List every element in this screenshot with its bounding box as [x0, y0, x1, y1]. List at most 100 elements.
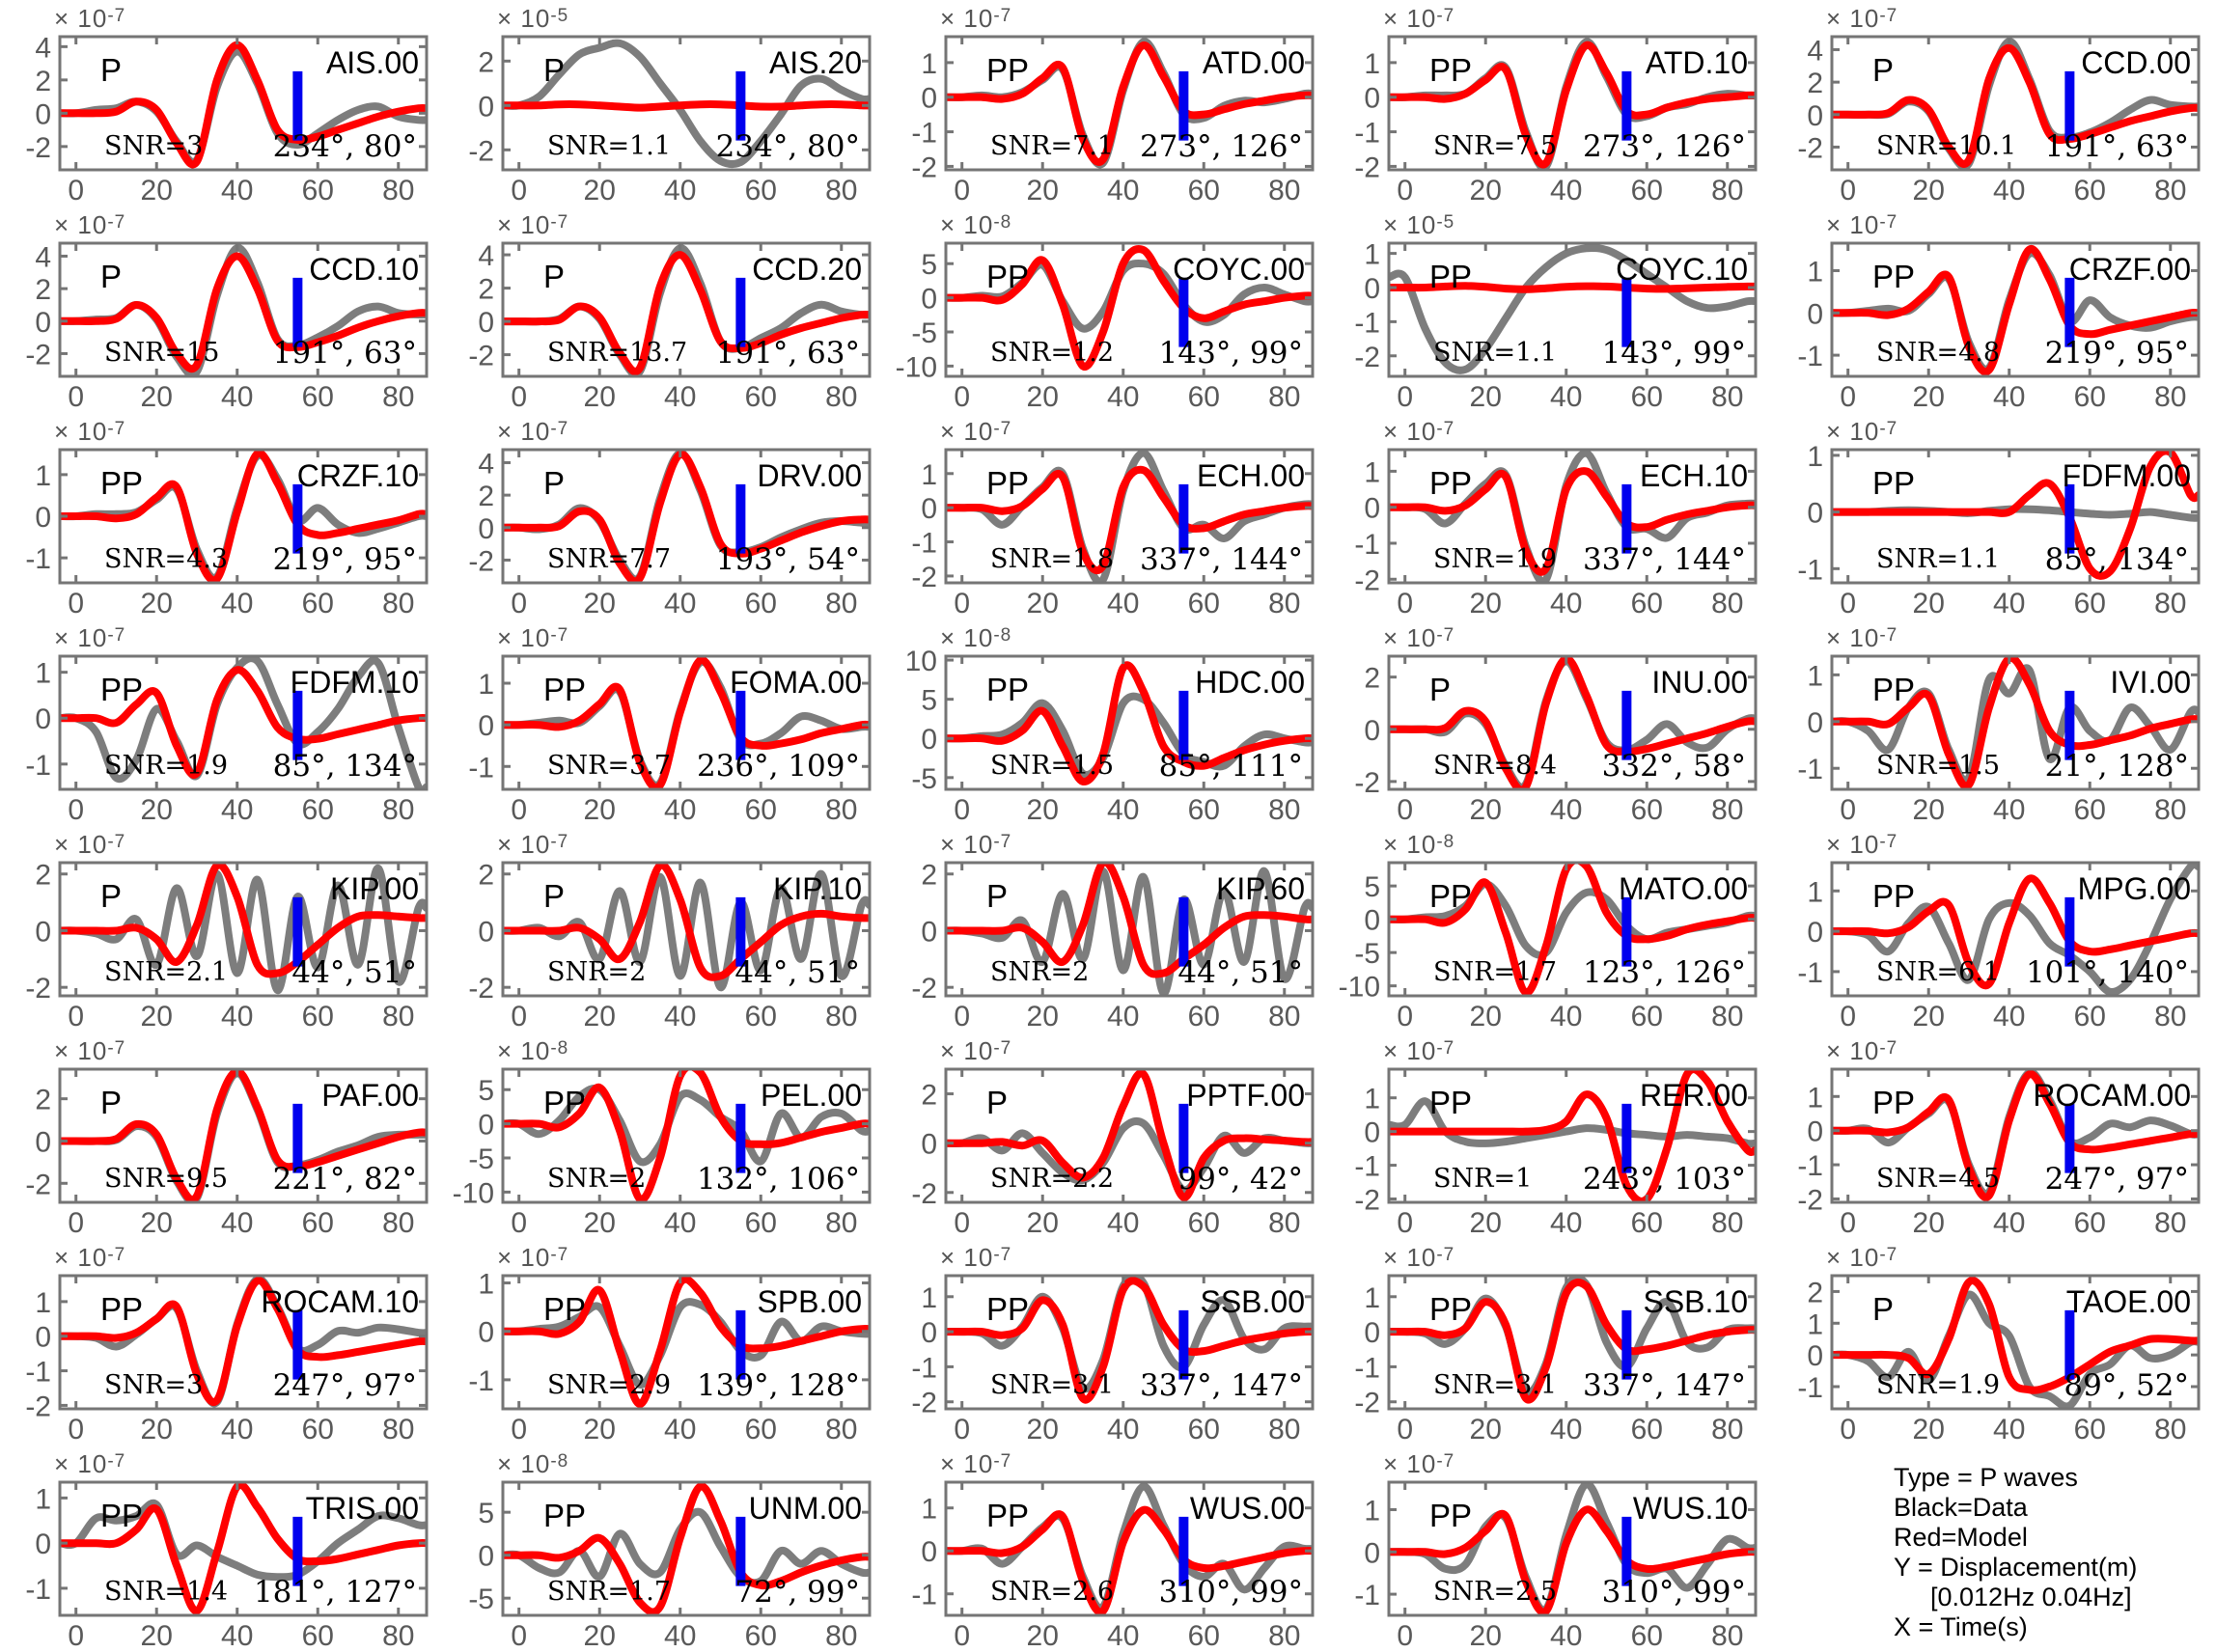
angles-label: 219°, 95°	[2045, 336, 2189, 371]
snr-label: SNR=1.9	[1433, 544, 1557, 574]
x-tick-label: 20	[141, 175, 173, 206]
subplot-DRV.00: × 10-7 0 20 40 60 80 4 2 0 -2 P DRV.00 SNR=7.7 193°,…	[443, 413, 886, 620]
y-tick-label: 5	[478, 1498, 494, 1529]
x-tick-label: 80	[825, 175, 857, 206]
y-tick-label: 0	[1807, 917, 1823, 949]
snr-label: SNR=7.5	[1433, 131, 1557, 161]
x-tick-label: 40	[1107, 1207, 1139, 1239]
angles-label: 143°, 99°	[1602, 336, 1746, 371]
x-tick-label: 80	[825, 794, 857, 826]
y-tick-label: -1	[1797, 341, 1823, 372]
y-tick-label: 1	[921, 1282, 937, 1314]
x-tick-label: 20	[1470, 1620, 1502, 1652]
snr-label: SNR=9.5	[104, 1164, 228, 1194]
data-trace	[1389, 244, 1756, 374]
x-tick-label: 40	[1550, 1207, 1582, 1239]
x-tick-label: 20	[584, 794, 616, 826]
phase-label: PP	[1429, 1085, 1472, 1120]
phase-label: PP	[1872, 672, 1915, 707]
station-label: SSB.10	[1643, 1284, 1748, 1319]
phase-label: PP	[1872, 1085, 1915, 1120]
snr-label: SNR=1.1	[547, 131, 671, 161]
x-tick-label: 20	[584, 588, 616, 620]
axis-box	[501, 241, 872, 378]
x-tick-label: 0	[511, 1414, 527, 1446]
y-tick-label: 0	[1364, 83, 1380, 115]
x-tick-label: 20	[1913, 1414, 1945, 1446]
y-tick-label: -1	[1797, 554, 1823, 586]
x-tick-label: 80	[825, 588, 857, 620]
y-tick-label: 1	[1364, 239, 1380, 271]
x-tick-label: 80	[2154, 381, 2186, 413]
axis-box	[1830, 448, 2201, 585]
y-tick-label: 0	[478, 1541, 494, 1573]
phase-label: P	[543, 52, 565, 88]
snr-label: SNR=2.1	[104, 957, 228, 987]
x-tick-label: 80	[2154, 588, 2186, 620]
subplot-ATD.10: × 10-7 0 20 40 60 80 1 0 -1 -2 PP ATD.10 SNR=7.5 273…	[1329, 0, 1772, 206]
model-trace	[60, 450, 427, 583]
subplot-FOMA.00: × 10-7 0 20 40 60 80 1 0 -1 PP FOMA.00 SNR=3.7 236°…	[443, 620, 886, 826]
snr-label: SNR=10.1	[1876, 131, 2016, 161]
y-tick-label: 1	[921, 1494, 937, 1526]
subplot-FDFM.10: × 10-7 0 20 40 60 80 1 0 -1 PP FDFM.10 SNR=1.9 85°,…	[0, 620, 443, 826]
y-tick-label: -1	[911, 1352, 937, 1384]
seismogram-canvas: 0 20 40 60 80 1 0 -1 PP IVI.00 SNR=1.5 21°, 128°	[1797, 654, 2201, 826]
angles-label: 85°, 134°	[273, 749, 417, 784]
y-scale-exponent: × 10-8	[497, 1449, 569, 1478]
snr-label: SNR=1.2	[990, 338, 1114, 368]
angles-label: 181°, 127°	[254, 1575, 417, 1610]
data-trace	[503, 869, 870, 992]
y-scale-exponent: × 10-8	[940, 210, 1012, 239]
y-tick-label: 0	[1807, 298, 1823, 330]
y-tick-label: -2	[911, 1388, 937, 1419]
angles-label: 310°, 99°	[1602, 1575, 1746, 1610]
y-scale-exponent: × 10-7	[1383, 1449, 1455, 1478]
subplot-PPTF.00: × 10-7 0 20 40 60 80 2 0 -2 P PPTF.00 SNR=2.2 99°, …	[886, 1032, 1329, 1239]
x-tick-label: 20	[1027, 381, 1059, 413]
y-tick-label: -2	[1354, 151, 1380, 183]
seismogram-canvas: 0 20 40 60 80 1 0 -1-2 PP ECH.10 SNR=1.9 337°, 144°	[1354, 448, 1758, 620]
y-scale-exponent: × 10-7	[54, 210, 126, 239]
x-tick-label: 20	[584, 1620, 616, 1652]
snr-label: SNR=7.7	[547, 544, 671, 574]
x-tick-label: 0	[511, 1207, 527, 1239]
x-tick-label: 60	[745, 588, 777, 620]
legend-line-x-axis: X = Time(s)	[1894, 1612, 2028, 1641]
axis-box	[501, 448, 872, 585]
x-tick-label: 40	[1993, 1414, 2025, 1446]
phase-label: P	[100, 52, 122, 88]
seismogram-canvas: 0 20 40 60 80 10 5 0 -5 PP HDC.00 SNR=1.5 85°, 111°	[905, 646, 1315, 826]
y-tick-label: -1	[1797, 1150, 1823, 1182]
x-tick-label: 40	[1107, 588, 1139, 620]
x-tick-label: 80	[1711, 794, 1743, 826]
x-tick-label: 0	[68, 381, 84, 413]
y-tick-label: 0	[35, 1322, 51, 1354]
x-tick-label: 40	[1550, 588, 1582, 620]
model-trace	[1832, 1277, 2199, 1394]
x-tick-label: 0	[954, 1207, 970, 1239]
snr-label: SNR=4.5	[1876, 1164, 2000, 1194]
snr-label: SNR=2	[547, 1164, 646, 1194]
station-label: TAOE.00	[2066, 1284, 2191, 1319]
axis-box	[1387, 1067, 1758, 1204]
subplot-ECH.10: × 10-7 0 20 40 60 80 1 0 -1 -2 PP ECH.10 SNR=1.9 337…	[1329, 413, 1772, 620]
y-tick-label: -1	[25, 1574, 51, 1606]
x-tick-label: 20	[1470, 1207, 1502, 1239]
phase-label: PP	[1429, 52, 1472, 88]
phase-label: PP	[100, 465, 143, 501]
snr-label: SNR=1.9	[104, 751, 228, 781]
data-trace	[1389, 1482, 1756, 1614]
x-tick-label: 80	[382, 1207, 414, 1239]
x-tick-label: 60	[1631, 588, 1663, 620]
y-tick-label: -2	[25, 1390, 51, 1422]
y-scale-exponent: × 10-7	[54, 623, 126, 652]
model-trace	[946, 1277, 1313, 1404]
y-tick-label: 1	[1364, 1282, 1380, 1314]
snr-label: SNR=2.2	[990, 1164, 1114, 1194]
y-tick-label: 0	[478, 307, 494, 339]
phase-label: PP	[100, 1291, 143, 1327]
